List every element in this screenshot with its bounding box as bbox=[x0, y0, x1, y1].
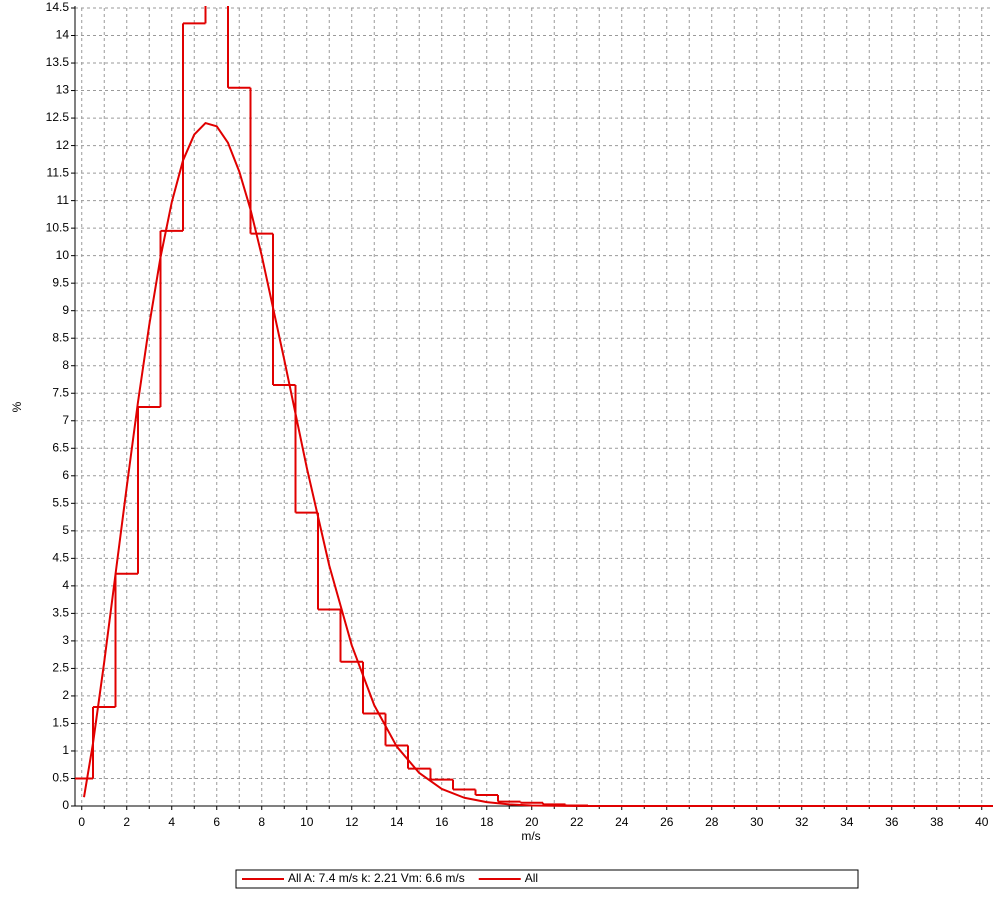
y-tick-label: 1 bbox=[62, 743, 69, 757]
y-tick-label: 0 bbox=[62, 798, 69, 812]
x-tick-label: 26 bbox=[660, 815, 674, 829]
x-tick-label: 18 bbox=[480, 815, 494, 829]
x-tick-label: 10 bbox=[300, 815, 314, 829]
x-tick-label: 22 bbox=[570, 815, 584, 829]
x-tick-label: 2 bbox=[123, 815, 130, 829]
x-tick-label: 14 bbox=[390, 815, 404, 829]
x-tick-label: 12 bbox=[345, 815, 359, 829]
y-tick-label: 4.5 bbox=[52, 551, 69, 565]
y-tick-label: 7 bbox=[62, 413, 69, 427]
y-tick-label: 6.5 bbox=[52, 440, 69, 454]
y-tick-label: 3 bbox=[62, 633, 69, 647]
y-tick-label: 7.5 bbox=[52, 385, 69, 399]
y-tick-label: 2 bbox=[62, 688, 69, 702]
y-tick-label: 4 bbox=[62, 578, 69, 592]
plot-area bbox=[75, 6, 993, 807]
y-tick-label: 12.5 bbox=[46, 110, 70, 124]
x-tick-label: 30 bbox=[750, 815, 764, 829]
x-tick-label: 24 bbox=[615, 815, 629, 829]
y-tick-label: 13.5 bbox=[46, 55, 70, 69]
y-tick-label: 9 bbox=[62, 303, 69, 317]
y-tick-label: 14 bbox=[56, 28, 70, 42]
y-tick-label: 9.5 bbox=[52, 275, 69, 289]
x-tick-label: 32 bbox=[795, 815, 809, 829]
x-tick-label: 4 bbox=[168, 815, 175, 829]
legend-label: All bbox=[525, 871, 538, 885]
y-tick-label: 11 bbox=[57, 193, 70, 207]
y-tick-label: 12 bbox=[56, 138, 70, 152]
y-tick-label: 14.5 bbox=[46, 0, 70, 14]
x-tick-label: 6 bbox=[213, 815, 220, 829]
y-tick-label: 10.5 bbox=[46, 220, 70, 234]
legend-label: All A: 7.4 m/s k: 2.21 Vm: 6.6 m/s bbox=[288, 871, 465, 885]
y-tick-label: 2.5 bbox=[52, 661, 69, 675]
y-tick-label: 8 bbox=[62, 358, 69, 372]
y-tick-label: 1.5 bbox=[52, 716, 69, 730]
y-axis-label: % bbox=[10, 401, 24, 412]
y-tick-label: 3.5 bbox=[52, 606, 69, 620]
y-tick-label: 6 bbox=[62, 468, 69, 482]
x-tick-label: 8 bbox=[258, 815, 265, 829]
x-tick-label: 28 bbox=[705, 815, 719, 829]
y-tick-label: 11.5 bbox=[47, 165, 70, 179]
x-axis-label: m/s bbox=[521, 829, 540, 843]
y-tick-label: 0.5 bbox=[52, 771, 69, 785]
x-tick-label: 40 bbox=[975, 815, 989, 829]
y-tick-label: 10 bbox=[56, 248, 70, 262]
legend-box bbox=[235, 869, 859, 889]
y-tick-label: 13 bbox=[56, 83, 70, 97]
y-tick-label: 5 bbox=[62, 523, 69, 537]
x-tick-label: 34 bbox=[840, 815, 854, 829]
y-tick-label: 8.5 bbox=[52, 330, 69, 344]
x-tick-label: 36 bbox=[885, 815, 899, 829]
x-tick-label: 20 bbox=[525, 815, 539, 829]
x-tick-label: 16 bbox=[435, 815, 449, 829]
x-tick-label: 0 bbox=[78, 815, 85, 829]
x-tick-label: 38 bbox=[930, 815, 944, 829]
y-tick-label: 5.5 bbox=[52, 495, 69, 509]
